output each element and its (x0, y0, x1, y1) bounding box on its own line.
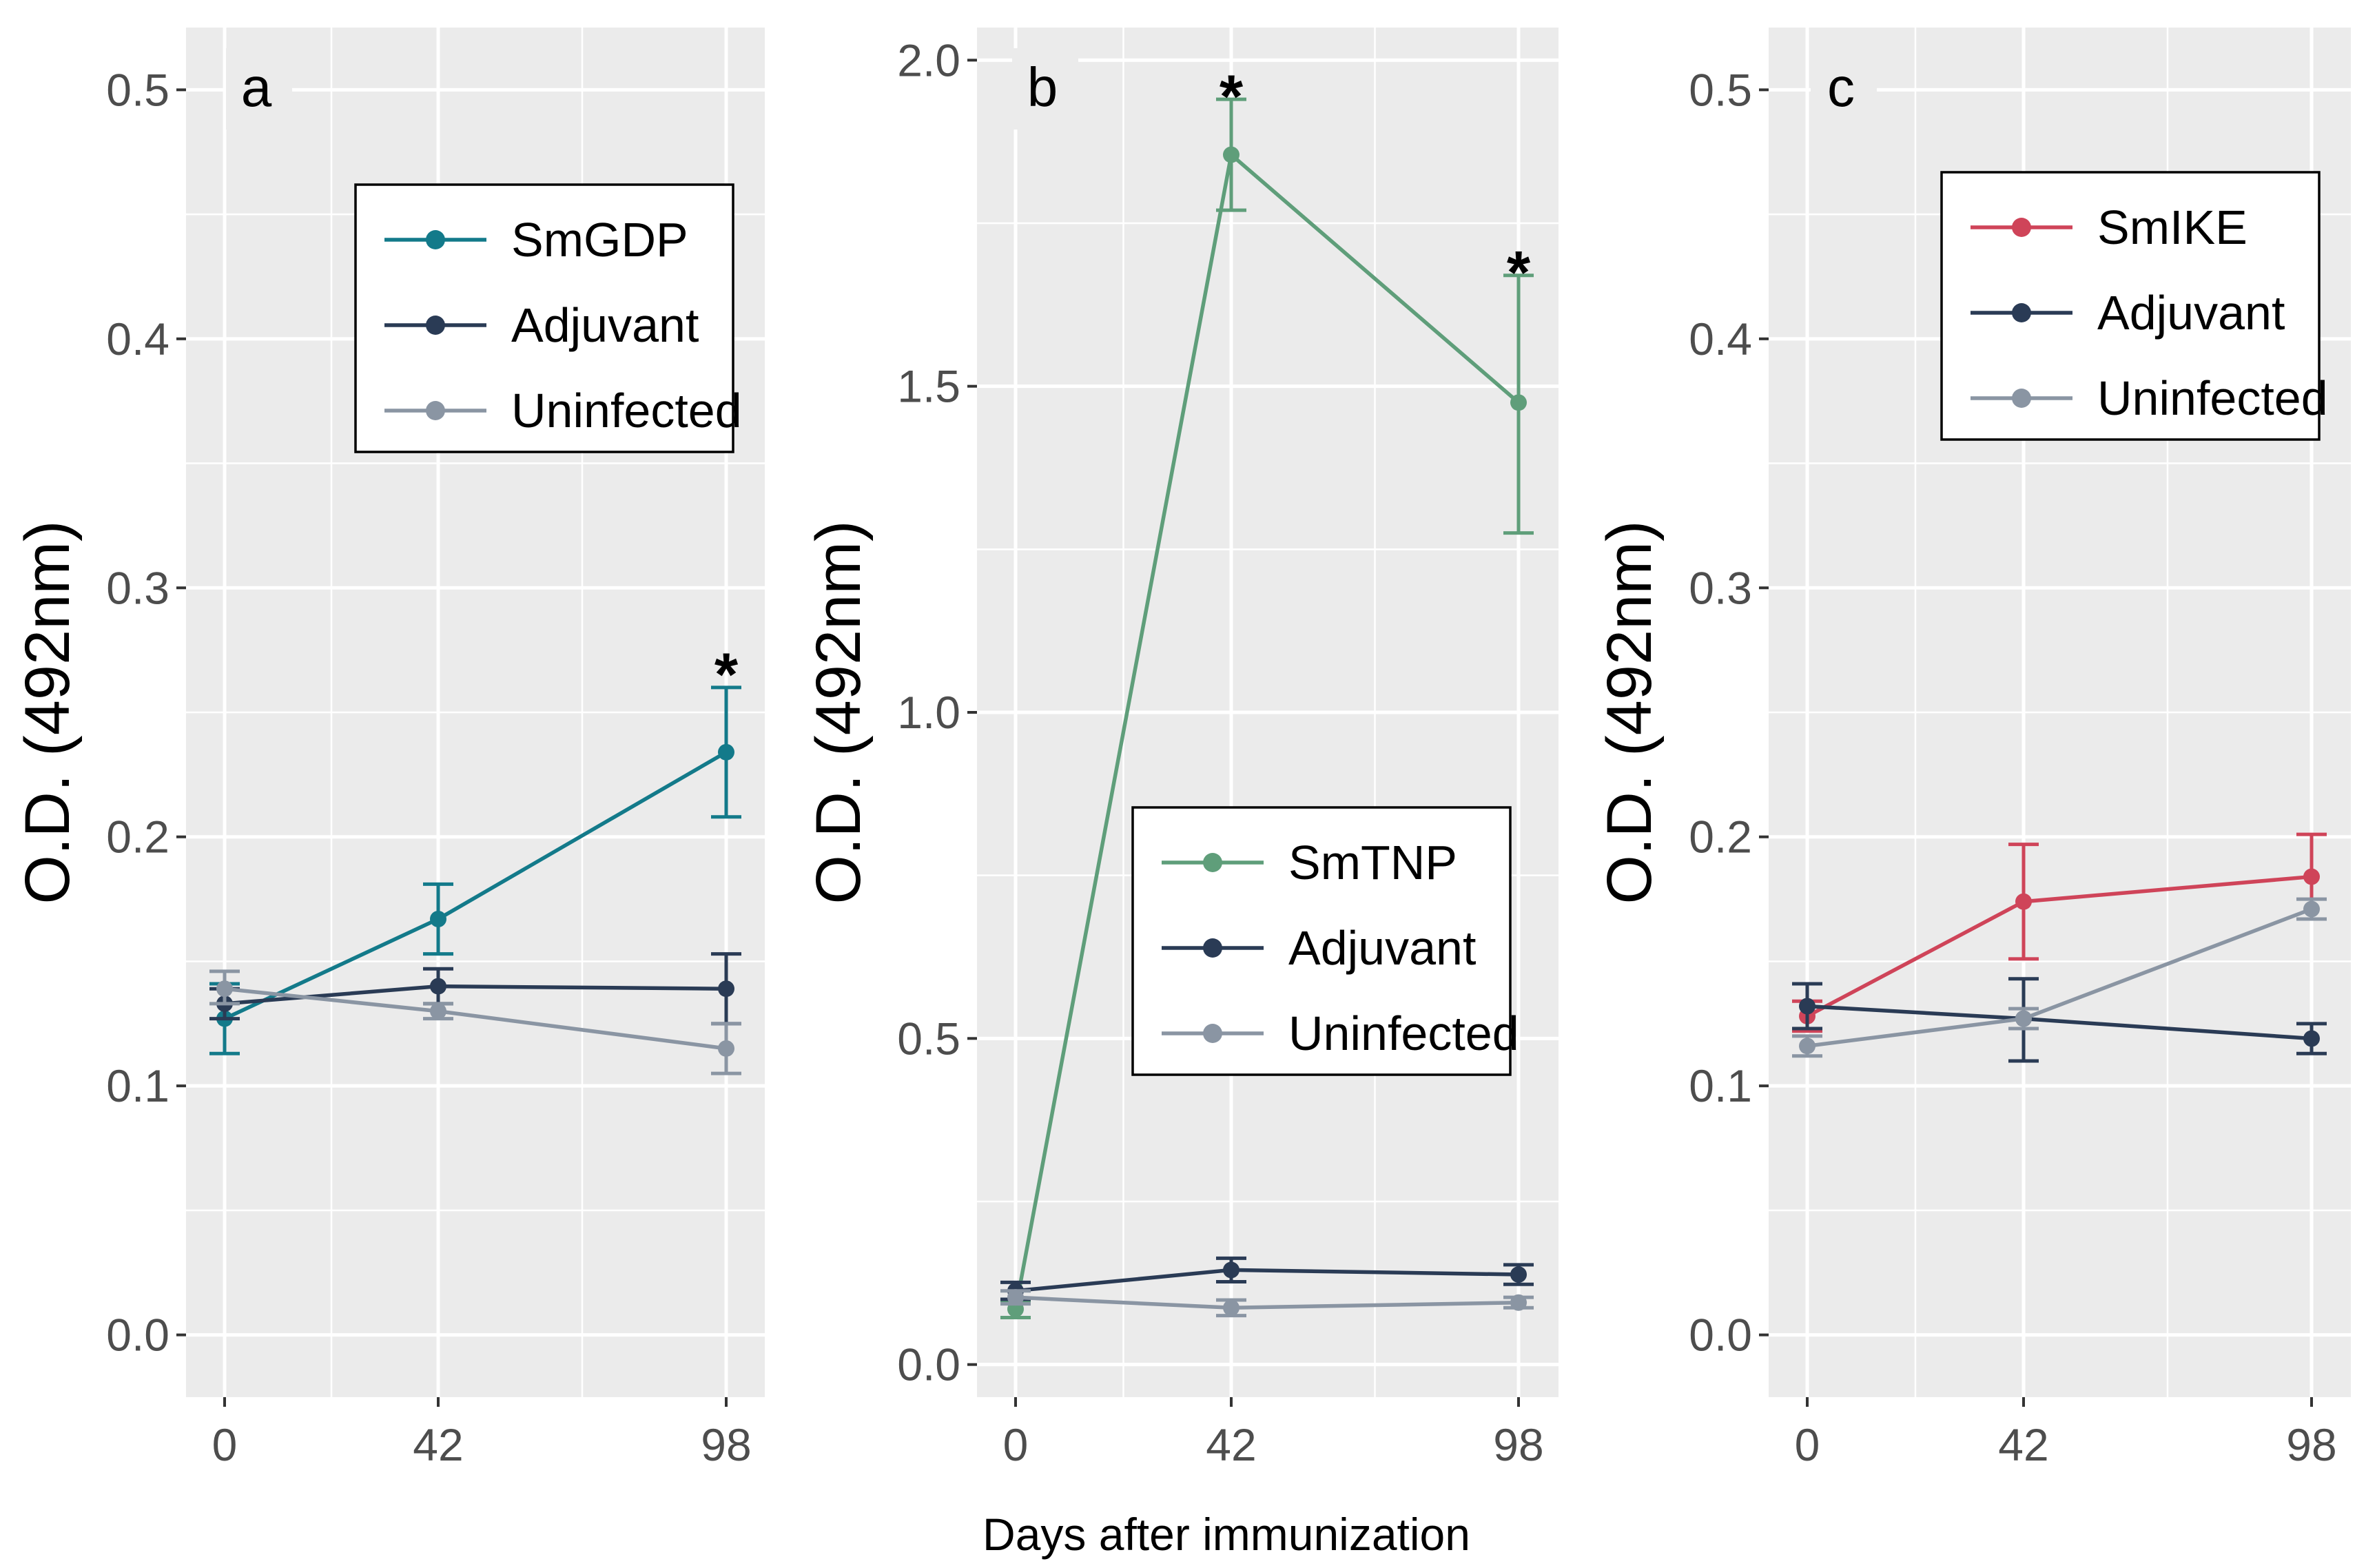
legend-marker (1203, 938, 1222, 958)
series-adjuvant (1000, 1256, 1534, 1301)
x-tick-label: 0 (1795, 1419, 1820, 1470)
data-point (1510, 1266, 1527, 1283)
data-point (2303, 900, 2320, 918)
data-point (1799, 998, 1815, 1015)
data-point (2015, 893, 2032, 910)
legend-label: SmGDP (511, 213, 688, 267)
y-tick-label: 1.5 (897, 361, 960, 412)
panel-label-background (226, 48, 292, 130)
series-smtnp (1000, 97, 1534, 1320)
y-tick-label: 0.5 (1689, 64, 1752, 115)
x-tick-label: 0 (1003, 1419, 1029, 1470)
legend-label: Adjuvant (2097, 286, 2285, 340)
x-tick-label: 0 (212, 1419, 238, 1470)
legend-marker (1203, 1024, 1222, 1043)
panel-label: b (1027, 56, 1058, 118)
legend: SmIKE Adjuvant Uninfected (1940, 171, 2328, 441)
legend-label: SmIKE (2097, 200, 2247, 254)
legend-marker (2012, 218, 2031, 237)
legend-box (354, 183, 734, 453)
y-tick-label: 0.4 (1689, 313, 1752, 364)
data-point (1799, 1038, 1815, 1055)
y-axis-title: O.D. (492nm) (803, 520, 874, 904)
series-smgdp (209, 685, 741, 1055)
x-tick-label: 98 (2286, 1419, 2336, 1470)
data-point (430, 911, 446, 928)
y-tick-label: 0.3 (106, 562, 169, 613)
legend-marker (426, 316, 445, 335)
data-point (430, 978, 446, 995)
panel-b: 0.0 0.5 1.0 1.5 2.0 0 42 98 O.D. (492nm) * * b SmTNP… (803, 28, 1559, 1470)
x-axis-title: Days after immunization (983, 1509, 1470, 1560)
series-uninfected (1792, 897, 2327, 1058)
y-tick-label: 0.2 (106, 812, 169, 863)
data-point (718, 1040, 734, 1057)
y-tick-label: 0.5 (897, 1013, 960, 1064)
legend-label: Uninfected (511, 384, 742, 437)
y-tick-label: 0.0 (106, 1310, 169, 1361)
y-tick-label: 0.4 (106, 313, 169, 364)
data-point (718, 743, 734, 761)
series-uninfected (1000, 1289, 1534, 1318)
x-tick-label: 42 (413, 1419, 463, 1470)
panel-c: 0.0 0.1 0.2 0.3 0.4 0.5 0 42 98 O.D. (492nm) c SmIK… (1594, 28, 2351, 1470)
legend-label: Uninfected (1288, 1007, 1519, 1060)
y-tick-label: 2.0 (897, 34, 960, 85)
significance-marker: * (1220, 62, 1244, 130)
series-uninfected (209, 969, 741, 1075)
x-tick-label: 98 (1493, 1419, 1543, 1470)
legend: SmTNP Adjuvant Uninfected (1131, 806, 1519, 1076)
y-tick-label: 0.0 (1689, 1310, 1752, 1361)
y-tick-label: 0.5 (106, 64, 169, 115)
legend-box (1131, 806, 1512, 1076)
legend-label: SmTNP (1288, 836, 1457, 889)
significance-marker: * (1507, 238, 1531, 307)
y-axis-title: O.D. (492nm) (12, 520, 83, 904)
data-point (1223, 1261, 1239, 1279)
y-tick-label: 0.0 (897, 1339, 960, 1390)
y-tick-label: 0.2 (1689, 812, 1752, 863)
legend-marker (2012, 389, 2031, 408)
legend-label: Uninfected (2097, 371, 2328, 425)
data-point (430, 1002, 446, 1020)
significance-marker: * (714, 640, 739, 708)
legend-label: Adjuvant (1288, 921, 1476, 975)
legend-marker (2012, 303, 2031, 322)
panel-label: c (1827, 56, 1855, 118)
x-tick-label: 42 (1998, 1419, 2048, 1470)
data-point (2015, 1010, 2032, 1027)
data-point (1510, 1294, 1527, 1311)
x-tick-label: 42 (1206, 1419, 1256, 1470)
panel-label-background (1811, 48, 1877, 130)
panel-a: 0.0 0.1 0.2 0.3 0.4 0.5 0 42 98 O.D. (492nm) * a SmG… (12, 28, 765, 1470)
legend-label: Adjuvant (511, 298, 699, 352)
y-tick-label: 0.1 (1689, 1060, 1752, 1111)
legend: SmGDP Adjuvant Uninfected (354, 183, 742, 453)
panel-label: a (241, 56, 272, 118)
data-point (1510, 394, 1527, 411)
panel-label-background (1012, 48, 1078, 130)
legend-marker (1203, 853, 1222, 872)
data-point (1223, 1299, 1239, 1317)
y-tick-label: 0.1 (106, 1060, 169, 1111)
data-point (1007, 1289, 1024, 1306)
y-tick-label: 1.0 (897, 687, 960, 738)
legend-box (1940, 171, 2321, 441)
y-axis-title: O.D. (492nm) (1594, 520, 1665, 904)
legend-marker (426, 230, 445, 249)
y-tick-label: 0.3 (1689, 562, 1752, 613)
data-point (2303, 868, 2320, 885)
legend-marker (426, 401, 445, 420)
data-point (216, 980, 233, 998)
data-point (2303, 1030, 2320, 1047)
x-tick-label: 98 (701, 1419, 751, 1470)
data-point (718, 980, 734, 998)
data-point (1223, 146, 1239, 163)
